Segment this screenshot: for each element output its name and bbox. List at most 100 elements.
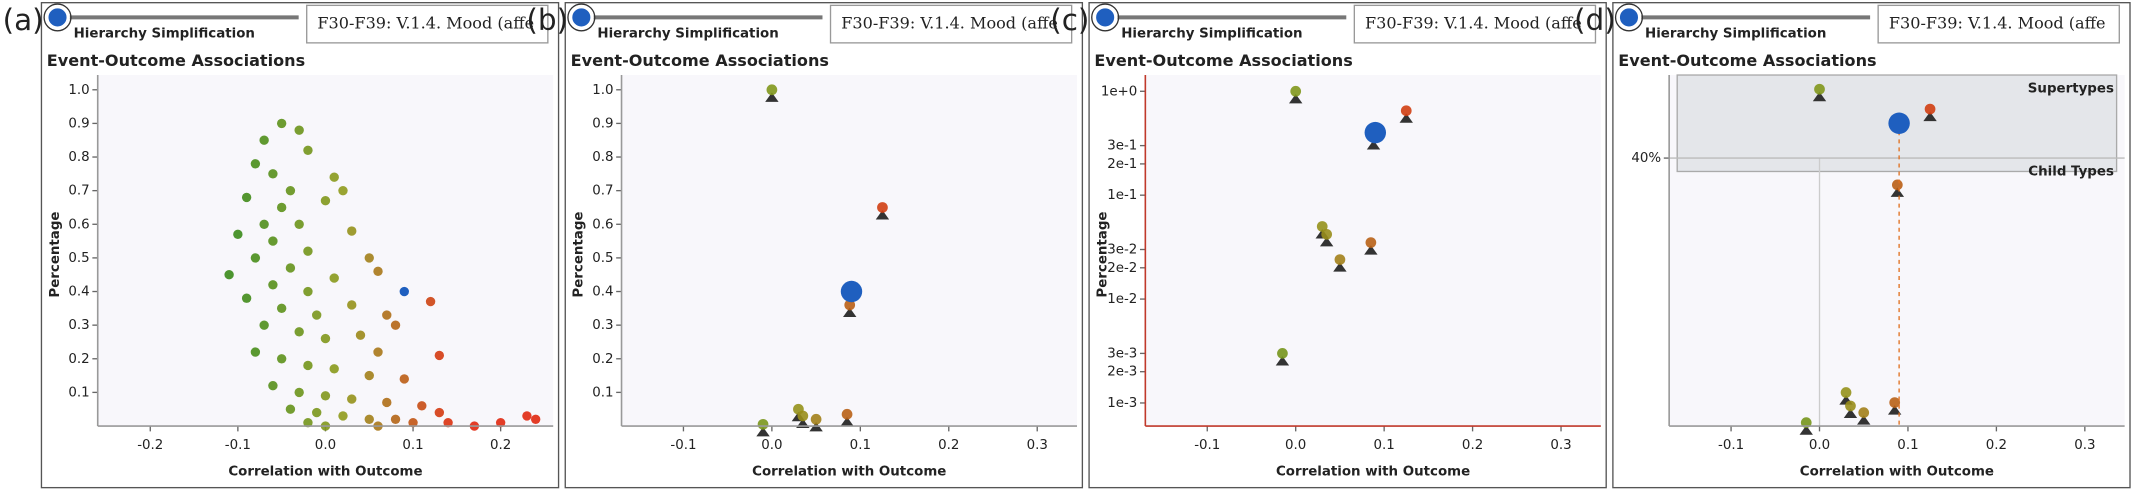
point	[390, 320, 401, 330]
point	[1924, 103, 1936, 115]
marker-triangle	[1319, 237, 1334, 247]
x-tick-label: 0.2	[490, 438, 511, 453]
point	[443, 417, 453, 428]
x-tick-label: -0.1	[1718, 438, 1744, 453]
point	[382, 310, 392, 320]
point	[1277, 348, 1288, 359]
point	[1889, 397, 1901, 408]
point	[1400, 105, 1412, 117]
point	[338, 185, 348, 196]
point	[303, 145, 313, 155]
point	[364, 253, 374, 263]
point	[250, 253, 261, 263]
point	[382, 397, 392, 408]
point	[285, 404, 296, 414]
highlight-point	[1364, 121, 1387, 144]
panel-frame	[1088, 2, 1607, 489]
marker-triangle	[1923, 111, 1937, 122]
point	[877, 202, 888, 213]
panel-label: (d)	[1574, 3, 1616, 37]
x-tick-label: 0.2	[1986, 438, 2007, 453]
panel: (a) Hierarchy Simplification F30-F39: V.1.…	[3, 2, 560, 489]
point	[259, 135, 269, 145]
y-axis-label: Percentage	[48, 212, 63, 298]
y-tick-label: 0.2	[592, 352, 613, 367]
y-tick-label: 0.6	[68, 217, 89, 232]
x-axis-label: Correlation with Outcome	[1800, 465, 1994, 480]
y-tick-label: 0.5	[68, 251, 89, 266]
slider-label: Hierarchy Simplification	[597, 26, 778, 41]
dropdown[interactable]	[1877, 4, 2120, 44]
x-tick-label: 0.0	[315, 438, 336, 453]
marker-triangle	[1333, 262, 1347, 272]
x-tick-label: 0.0	[1285, 438, 1306, 453]
point	[434, 350, 445, 361]
y-tick-label: 1e+0	[1101, 84, 1137, 99]
point	[312, 310, 322, 320]
y-tick-label: 0.5	[592, 251, 613, 266]
point	[408, 417, 418, 428]
x-tick-label: 0.0	[761, 438, 782, 453]
point	[434, 407, 445, 418]
highlight-point	[840, 280, 863, 303]
x-axis-label: Correlation with Outcome	[1276, 465, 1470, 480]
slider-knob[interactable]	[1092, 5, 1118, 30]
point	[495, 417, 506, 428]
y-tick-label: 0.3	[592, 318, 613, 333]
dropdown-value: F30-F39: V.1.4. Mood (affe	[317, 14, 534, 33]
slider-knob-ring	[43, 3, 72, 32]
y-tick-label: 3e-1	[1107, 139, 1137, 154]
point	[268, 280, 278, 290]
slider-knob[interactable]	[568, 5, 594, 30]
point	[233, 229, 243, 240]
panel-label: (c)	[1050, 3, 1089, 37]
point	[303, 286, 313, 297]
marker-triangle	[1887, 405, 1902, 415]
panel-label: (b)	[526, 3, 568, 37]
dropdown-value: F30-F39: V.1.4. Mood (affe	[1889, 14, 2106, 33]
y-tick-label: 0.9	[68, 116, 89, 131]
slider-knob[interactable]	[45, 5, 70, 30]
point	[373, 266, 383, 277]
slider-knob[interactable]	[1616, 5, 1642, 30]
point	[294, 219, 304, 229]
y-tick-label: 0.8	[592, 150, 613, 165]
point	[276, 118, 287, 129]
x-tick-label: 0.1	[402, 438, 423, 453]
x-tick-label: 0.3	[2074, 438, 2095, 453]
point	[303, 246, 313, 256]
point	[522, 411, 532, 421]
y-tick-label: 0.7	[68, 184, 89, 199]
dropdown-value: F30-F39: V.1.4. Mood (affe	[841, 14, 1058, 33]
marker-triangle	[765, 92, 779, 102]
slider-label: Hierarchy Simplification	[1645, 26, 1826, 41]
point	[303, 360, 313, 371]
point	[250, 159, 261, 169]
slider-knob-ring	[567, 3, 596, 32]
y-tick-label: 2e-1	[1107, 157, 1137, 172]
dropdown[interactable]	[306, 4, 549, 44]
point	[390, 414, 401, 424]
region-label: Child Types	[2028, 164, 2114, 179]
dropdown[interactable]	[1353, 4, 1597, 44]
point	[268, 380, 278, 391]
point	[250, 347, 261, 357]
dropdown[interactable]	[829, 4, 1073, 44]
point	[757, 418, 769, 430]
slider-label: Hierarchy Simplification	[74, 26, 255, 41]
point	[338, 411, 348, 421]
point	[276, 202, 287, 213]
dropdown-value: F30-F39: V.1.4. Mood (affe	[1365, 14, 1582, 33]
point	[1334, 254, 1346, 265]
point	[320, 196, 331, 206]
marker-triangle	[1275, 356, 1290, 366]
region-label: Supertypes	[2028, 81, 2114, 96]
point	[425, 296, 436, 307]
point	[285, 185, 296, 196]
point	[294, 125, 304, 135]
chart-title: Event-Outcome Associations	[47, 51, 305, 70]
y-tick-label: 0.7	[592, 184, 613, 199]
y-tick-label: 0.1	[592, 385, 613, 400]
